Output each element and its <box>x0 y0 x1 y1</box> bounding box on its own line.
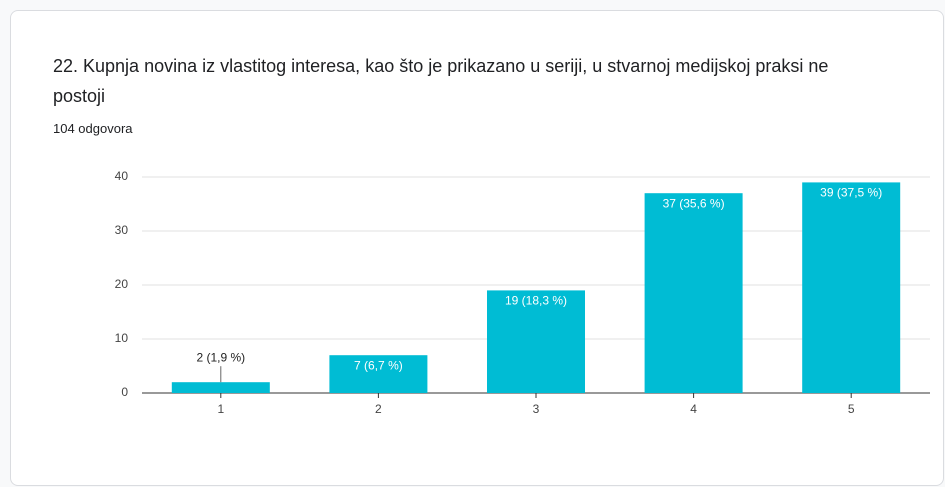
x-tick-label: 4 <box>690 402 697 416</box>
data-label: 7 (6,7 %) <box>354 358 403 372</box>
chart-subtitle: 104 odgovora <box>53 121 133 136</box>
y-tick-label: 0 <box>121 385 128 399</box>
bar <box>329 355 428 393</box>
bar <box>644 193 743 393</box>
x-tick-label: 1 <box>217 402 224 416</box>
y-tick-label: 40 <box>115 169 129 183</box>
x-tick-label: 2 <box>375 402 382 416</box>
y-tick-label: 10 <box>115 331 129 345</box>
bar <box>802 182 901 393</box>
data-label: 19 (18,3 %) <box>505 294 567 308</box>
chart-title: 22. Kupnja novina iz vlastitog interesa,… <box>53 56 829 106</box>
card: 22. Kupnja novina iz vlastitog interesa,… <box>10 10 944 486</box>
bar <box>171 382 270 393</box>
x-tick-label: 5 <box>848 402 855 416</box>
data-label: 37 (35,6 %) <box>663 196 725 210</box>
y-tick-label: 30 <box>115 223 129 237</box>
x-tick-label: 3 <box>533 402 540 416</box>
y-tick-label: 20 <box>115 277 129 291</box>
data-label: 2 (1,9 %) <box>196 350 245 364</box>
data-label: 39 (37,5 %) <box>820 186 882 200</box>
bar <box>487 290 585 393</box>
